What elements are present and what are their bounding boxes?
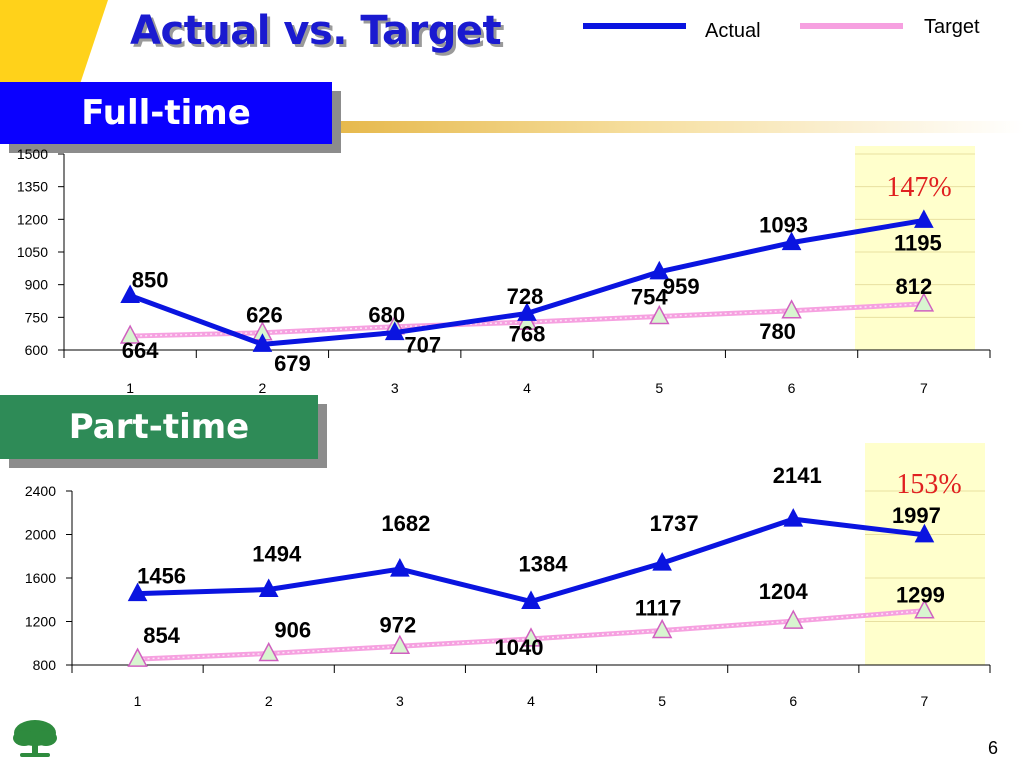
y-tick-label: 750 — [25, 309, 49, 325]
data-point-target — [783, 609, 804, 629]
data-label-target: 664 — [122, 338, 159, 363]
data-point-actual — [521, 590, 541, 609]
data-label-target: 707 — [404, 333, 441, 358]
data-point-target — [649, 304, 670, 325]
y-tick-label: 1200 — [25, 614, 56, 630]
data-point-target — [389, 634, 411, 655]
y-tick-label: 1600 — [25, 570, 56, 586]
data-point-actual — [914, 209, 934, 228]
data-point-actual — [384, 321, 405, 341]
x-tick-label: 5 — [655, 380, 663, 396]
data-label-actual: 1195 — [894, 230, 942, 255]
data-label-target: 972 — [379, 612, 416, 637]
data-label-target: 780 — [759, 319, 796, 344]
y-tick-label: 900 — [25, 277, 49, 293]
x-tick-label: 4 — [527, 693, 535, 709]
data-point-actual — [649, 260, 670, 280]
data-point-target — [119, 324, 141, 344]
data-label-target: 1040 — [495, 635, 544, 660]
data-label-target: 754 — [631, 284, 668, 309]
y-tick-label: 1200 — [17, 211, 48, 227]
y-tick-label: 1500 — [17, 146, 48, 162]
y-tick-label: 600 — [25, 342, 49, 358]
legend-target-swatch — [800, 23, 903, 29]
x-tick-label: 6 — [789, 693, 797, 709]
data-label-actual: 1737 — [650, 511, 699, 536]
data-label-target: 1204 — [759, 579, 809, 604]
data-label-actual: 850 — [132, 268, 169, 293]
data-point-actual — [252, 333, 273, 352]
y-tick-label: 1350 — [17, 179, 48, 195]
data-point-actual — [258, 578, 279, 598]
section-banner-full-time: Full-time — [0, 82, 332, 144]
data-point-actual — [652, 552, 672, 571]
x-tick-label: 7 — [921, 693, 929, 709]
legend-actual-swatch — [583, 23, 686, 29]
data-label-actual: 1093 — [759, 213, 808, 238]
decorative-stripe — [332, 121, 1024, 133]
legend-actual-label: Actual — [705, 20, 761, 42]
x-tick-label: 3 — [396, 693, 404, 709]
tree-icon — [13, 720, 57, 757]
y-tick-label: 2000 — [25, 527, 56, 543]
data-label-actual: 1384 — [519, 551, 569, 576]
data-point-actual — [120, 284, 140, 304]
y-tick-label: 2400 — [25, 483, 56, 499]
data-label-actual: 1682 — [381, 511, 430, 536]
x-tick-label: 5 — [658, 693, 666, 709]
data-label-target: 1117 — [635, 596, 682, 621]
data-point-actual — [390, 558, 410, 577]
highlight-percent-label: 153% — [896, 469, 961, 500]
data-point-actual — [127, 582, 148, 602]
x-tick-label: 6 — [788, 380, 796, 396]
data-point-target — [520, 627, 542, 647]
x-tick-label: 2 — [259, 380, 267, 396]
data-label-actual: 768 — [509, 321, 546, 346]
x-tick-label: 3 — [391, 380, 399, 396]
data-label-actual: 959 — [663, 274, 700, 299]
data-label-target: 906 — [274, 617, 311, 642]
corner-decoration — [0, 0, 108, 90]
data-label-target: 728 — [507, 284, 544, 309]
data-point-target — [258, 641, 279, 662]
data-point-actual — [783, 508, 804, 527]
y-tick-label: 1050 — [17, 244, 48, 260]
data-label-target: 812 — [895, 274, 932, 299]
data-point-target — [913, 292, 935, 312]
data-label-target: 1299 — [896, 583, 945, 608]
section-banner-part-time: Part-time — [0, 395, 318, 459]
data-point-target — [651, 618, 673, 639]
data-point-target — [781, 299, 802, 319]
highlight-band — [855, 146, 975, 350]
y-tick-label: 800 — [33, 657, 57, 673]
data-point-actual — [781, 231, 802, 251]
data-point-target — [914, 599, 935, 619]
data-point-actual — [914, 523, 935, 543]
x-tick-label: 4 — [523, 380, 531, 396]
highlight-band — [865, 443, 985, 665]
data-label-actual: 2141 — [773, 463, 822, 488]
data-label-actual: 1494 — [252, 542, 302, 567]
highlight-percent-label: 147% — [886, 172, 951, 203]
data-label-actual: 680 — [368, 303, 405, 328]
data-label-actual: 1456 — [137, 564, 186, 589]
x-tick-label: 1 — [126, 380, 134, 396]
data-label-actual: 626 — [246, 302, 283, 327]
data-point-target — [127, 647, 148, 667]
x-tick-label: 7 — [920, 380, 928, 396]
page-number: 6 — [987, 738, 998, 758]
page-title: Actual vs. Target — [130, 8, 502, 54]
data-label-target: 679 — [274, 351, 311, 376]
legend-target-label: Target — [924, 16, 980, 38]
data-label-target: 854 — [143, 623, 180, 648]
x-tick-label: 2 — [265, 693, 273, 709]
data-label-actual: 1997 — [892, 503, 941, 528]
data-point-actual — [517, 302, 537, 321]
x-tick-label: 1 — [134, 693, 142, 709]
